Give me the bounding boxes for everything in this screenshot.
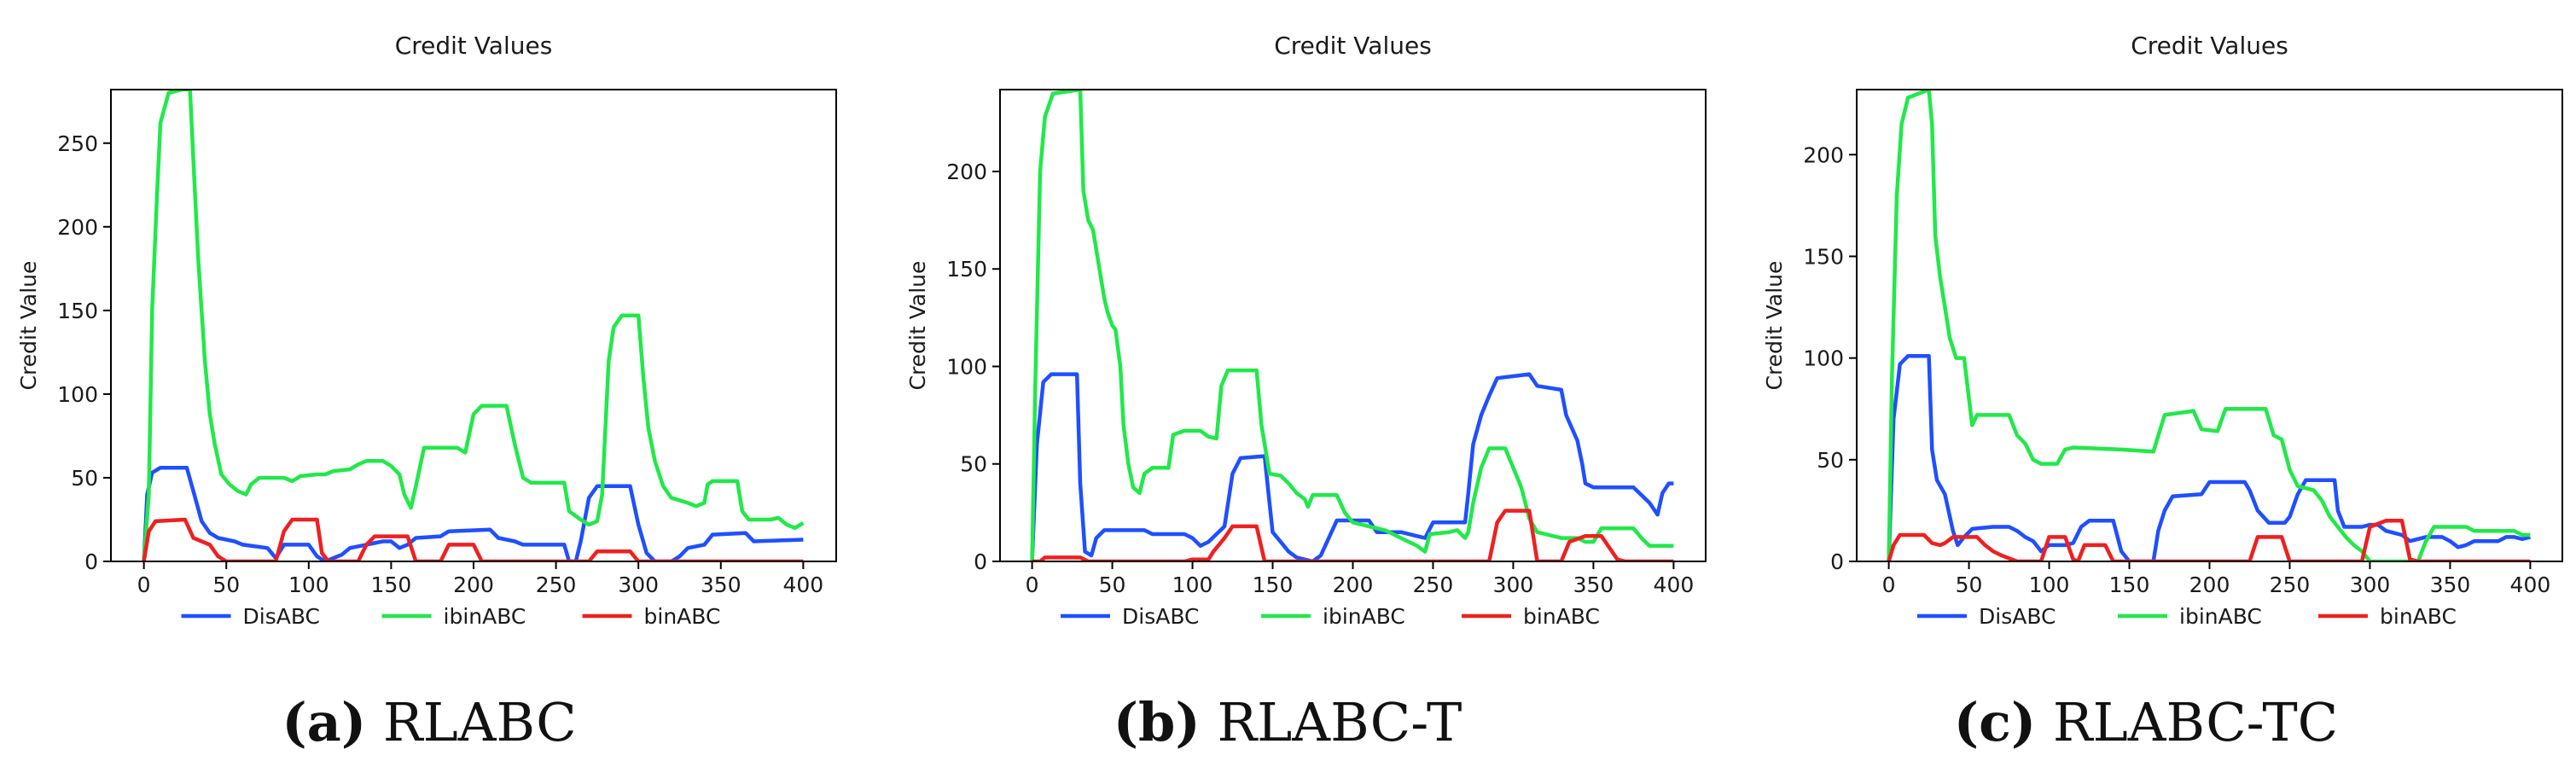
caption-b-name: RLABC-T	[1217, 691, 1462, 753]
series-line-binABC	[142, 517, 804, 561]
chart-title: Credit Values	[395, 32, 553, 60]
series-line-binABC	[1032, 509, 1674, 561]
x-tick-label: 0	[1882, 572, 1896, 597]
x-tick-label: 350	[1573, 572, 1614, 597]
y-tick-label: 100	[1803, 346, 1844, 371]
x-tick-label: 200	[453, 572, 494, 597]
legend-label-binABC: binABC	[2380, 604, 2457, 629]
y-axis-label: Credit Value	[905, 261, 930, 391]
legend: DisABC ibinABC binABC	[1061, 604, 1600, 629]
x-tick-label: 50	[1099, 572, 1126, 597]
x-tick-label: 100	[288, 572, 329, 597]
series-line-ibinABC	[1030, 90, 1674, 561]
chart-title: Credit Values	[2131, 32, 2288, 60]
series-line-ibinABC	[1887, 90, 2531, 561]
y-tick-label: 100	[946, 354, 987, 379]
chart-panel-3: Credit Values Credit Value 0 50 100 150 200 250…	[1762, 32, 2563, 629]
x-tick-label: 250	[536, 572, 577, 597]
caption-b: (b) RLABC-T	[858, 691, 1717, 753]
y-tick-label: 50	[71, 466, 98, 491]
x-tick-label: 400	[783, 572, 824, 597]
caption-a-letter: (a)	[282, 691, 367, 753]
series-line-ibinABC	[142, 90, 805, 561]
series-line-DisABC	[1030, 372, 1674, 561]
legend-label-DisABC: DisABC	[1979, 604, 2056, 629]
plot-frame	[999, 89, 1707, 562]
x-tick-label: 50	[212, 572, 240, 597]
x-tick-label: 200	[2189, 572, 2230, 597]
y-axis-label: Credit Value	[1762, 261, 1787, 391]
x-tick-label: 50	[1956, 572, 1983, 597]
x-tick-label: 100	[1172, 572, 1213, 597]
x-tick-label: 250	[1413, 572, 1454, 597]
legend-label-binABC: binABC	[1523, 604, 1600, 629]
caption-c-name: RLABC-TC	[2052, 691, 2339, 753]
y-tick-label: 50	[960, 452, 987, 477]
y-tick-label: 250	[57, 131, 98, 156]
x-tick-label: 0	[1026, 572, 1039, 597]
caption-b-letter: (b)	[1113, 691, 1201, 753]
y-tick-label: 150	[1803, 244, 1844, 269]
plot-frame	[1856, 89, 2563, 562]
x-tick-label: 150	[2109, 572, 2150, 597]
x-tick-label: 350	[701, 572, 741, 597]
y-tick-label: 200	[1803, 142, 1844, 167]
y-tick-label: 150	[946, 257, 987, 282]
legend: DisABC ibinABC binABC	[1917, 604, 2457, 629]
y-tick-label: 0	[84, 549, 98, 574]
y-tick-label: 0	[1830, 549, 1844, 574]
x-tick-label: 250	[2270, 572, 2311, 597]
legend-label-DisABC: DisABC	[243, 604, 321, 629]
legend-label-ibinABC: ibinABC	[1323, 604, 1405, 629]
y-tick-label: 150	[57, 299, 98, 323]
chart-panel-2: Credit Values Credit Value 0 50 100 150 200 250…	[905, 32, 1707, 629]
x-tick-label: 350	[2430, 572, 2471, 597]
legend-label-DisABC: DisABC	[1122, 604, 1200, 629]
x-tick-label: 300	[1493, 572, 1534, 597]
legend-label-ibinABC: ibinABC	[2179, 604, 2262, 629]
chart-title: Credit Values	[1274, 32, 1432, 60]
x-tick-label: 100	[2029, 572, 2070, 597]
series-line-binABC	[1887, 519, 2531, 561]
legend-label-ibinABC: ibinABC	[444, 604, 526, 629]
y-tick-label: 50	[1817, 448, 1844, 473]
caption-a: (a) RLABC	[0, 691, 858, 753]
y-tick-label: 200	[946, 160, 987, 184]
x-tick-label: 400	[2510, 572, 2551, 597]
y-axis-label: Credit Value	[16, 261, 41, 391]
x-tick-label: 150	[371, 572, 412, 597]
x-tick-label: 400	[1654, 572, 1695, 597]
series-line-DisABC	[142, 465, 804, 561]
x-tick-label: 300	[2350, 572, 2391, 597]
chart-panel-1: Credit Values Credit Value 0 50 100 150 200 250…	[16, 32, 837, 629]
y-tick-label: 100	[57, 382, 98, 407]
x-tick-label: 150	[1253, 572, 1294, 597]
caption-c: (c) RLABC-TC	[1717, 691, 2575, 753]
x-tick-label: 200	[1333, 572, 1374, 597]
caption-a-name: RLABC	[382, 691, 577, 753]
legend-label-binABC: binABC	[644, 604, 721, 629]
x-tick-label: 0	[137, 572, 151, 597]
caption-c-letter: (c)	[1953, 691, 2037, 753]
y-tick-label: 0	[974, 549, 987, 574]
x-tick-label: 300	[618, 572, 659, 597]
plot-frame	[110, 89, 837, 562]
legend: DisABC ibinABC binABC	[181, 604, 721, 629]
y-tick-label: 200	[57, 215, 98, 240]
